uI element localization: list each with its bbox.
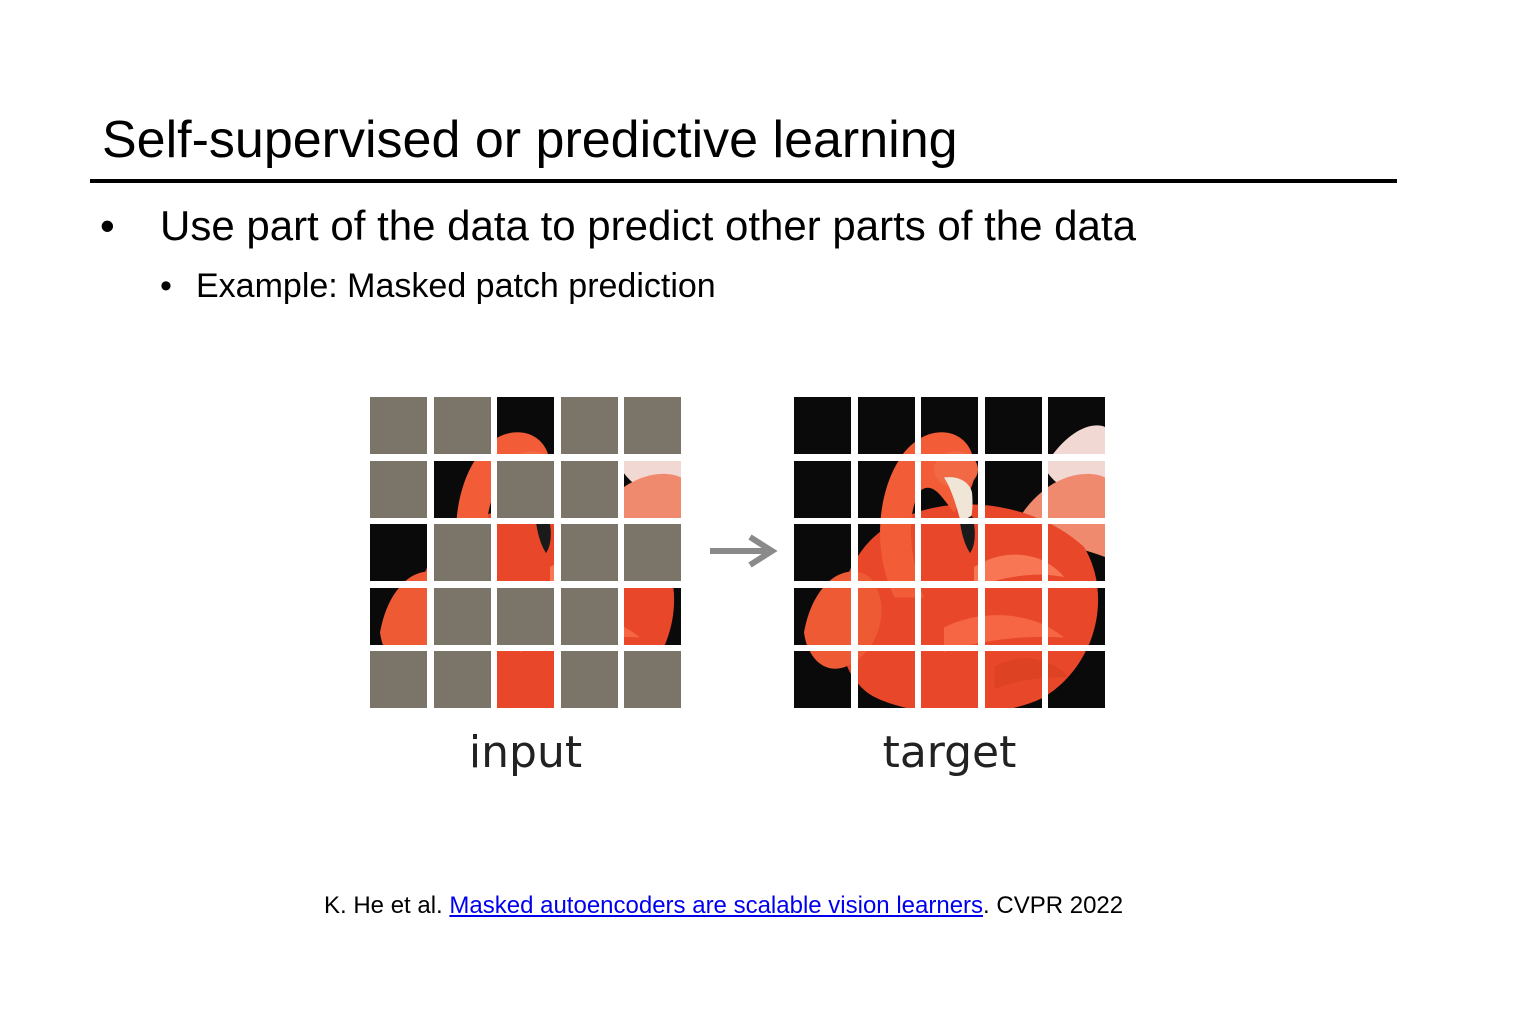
image-patch	[857, 460, 915, 518]
flamingo-patch-image	[984, 397, 1042, 454]
masked-patch	[433, 651, 491, 708]
masked-patch	[624, 397, 681, 454]
flamingo-patch-image	[624, 460, 681, 518]
flamingo-patch-image	[857, 651, 915, 708]
right-arrow-icon	[710, 534, 778, 568]
masked-patch	[370, 651, 427, 708]
input-caption: input	[468, 727, 583, 778]
masked-patch	[624, 524, 681, 581]
flamingo-patch-image	[794, 587, 851, 645]
flamingo-patch-image	[497, 651, 554, 708]
image-patch	[370, 587, 427, 645]
image-patch	[857, 587, 915, 645]
flamingo-patch-image	[984, 524, 1042, 581]
flamingo-patch-image	[857, 460, 915, 518]
flamingo-patch-image	[370, 587, 427, 645]
image-patch	[794, 397, 851, 454]
image-patch	[857, 397, 915, 454]
masked-patch-figure: input target	[370, 397, 1110, 787]
flamingo-patch-image	[921, 397, 978, 454]
flamingo-patch-image	[1048, 460, 1105, 518]
title-divider	[90, 179, 1397, 183]
image-patch	[1048, 397, 1105, 454]
image-patch	[497, 651, 554, 708]
image-patch	[1048, 524, 1105, 581]
citation: K. He et al. Masked autoencoders are sca…	[324, 890, 1123, 922]
image-patch	[433, 460, 491, 518]
image-patch	[921, 524, 978, 581]
masked-patch	[370, 397, 427, 454]
flamingo-patch-image	[857, 587, 915, 645]
masked-patch	[624, 651, 681, 708]
flamingo-patch-image	[497, 524, 554, 581]
flamingo-patch-image	[921, 460, 978, 518]
masked-patch	[560, 397, 618, 454]
image-patch	[794, 651, 851, 708]
masked-patch	[560, 524, 618, 581]
image-patch	[857, 651, 915, 708]
image-patch	[370, 524, 427, 581]
flamingo-patch-image	[857, 524, 915, 581]
flamingo-patch-image	[921, 651, 978, 708]
image-patch	[984, 587, 1042, 645]
image-patch	[624, 460, 681, 518]
flamingo-patch-image	[433, 460, 491, 518]
flamingo-patch-image	[794, 397, 851, 454]
image-patch	[497, 397, 554, 454]
paper-link[interactable]: Masked autoencoders are scalable vision …	[449, 892, 984, 919]
image-patch	[794, 460, 851, 518]
flamingo-patch-image	[984, 651, 1042, 708]
flamingo-patch-image	[1048, 524, 1105, 581]
citation-venue: . CVPR 2022	[983, 892, 1124, 919]
flamingo-patch-image	[497, 397, 554, 454]
image-patch	[921, 460, 978, 518]
target-caption: target	[882, 727, 1017, 778]
image-patch	[921, 397, 978, 454]
slide-title: Self-supervised or predictive learning	[102, 111, 958, 169]
image-patch	[1048, 460, 1105, 518]
sub-bullet-text: Example: Masked patch prediction	[196, 267, 716, 305]
image-patch	[984, 460, 1042, 518]
image-patch	[794, 524, 851, 581]
image-patch	[921, 651, 978, 708]
flamingo-patch-image	[921, 587, 978, 645]
image-patch	[984, 524, 1042, 581]
bullet-marker: •	[100, 202, 115, 249]
image-patch	[794, 587, 851, 645]
image-patch	[497, 524, 554, 581]
masked-patch	[433, 587, 491, 645]
sub-bullet-marker: •	[160, 267, 172, 305]
image-patch	[984, 651, 1042, 708]
flamingo-patch-image	[1048, 651, 1105, 708]
flamingo-patch-image	[370, 524, 427, 581]
image-patch	[857, 524, 915, 581]
input-patch-grid	[370, 397, 681, 708]
flamingo-patch-image	[984, 587, 1042, 645]
image-patch	[1048, 651, 1105, 708]
citation-authors: K. He et al.	[324, 892, 443, 919]
image-patch	[624, 587, 681, 645]
bullet-text: Use part of the data to predict other pa…	[160, 202, 1136, 249]
flamingo-patch-image	[1048, 587, 1105, 645]
flamingo-patch-image	[857, 397, 915, 454]
masked-patch	[497, 460, 554, 518]
target-patch-grid	[794, 397, 1105, 708]
masked-patch	[433, 524, 491, 581]
flamingo-patch-image	[984, 460, 1042, 518]
image-patch	[921, 587, 978, 645]
masked-patch	[560, 587, 618, 645]
masked-patch	[370, 460, 427, 518]
flamingo-patch-image	[1048, 397, 1105, 454]
flamingo-patch-image	[794, 651, 851, 708]
image-patch	[984, 397, 1042, 454]
masked-patch	[433, 397, 491, 454]
masked-patch	[560, 460, 618, 518]
masked-patch	[560, 651, 618, 708]
flamingo-patch-image	[794, 460, 851, 518]
flamingo-patch-image	[794, 524, 851, 581]
image-patch	[1048, 587, 1105, 645]
flamingo-patch-image	[921, 524, 978, 581]
masked-patch	[497, 587, 554, 645]
flamingo-patch-image	[624, 587, 681, 645]
